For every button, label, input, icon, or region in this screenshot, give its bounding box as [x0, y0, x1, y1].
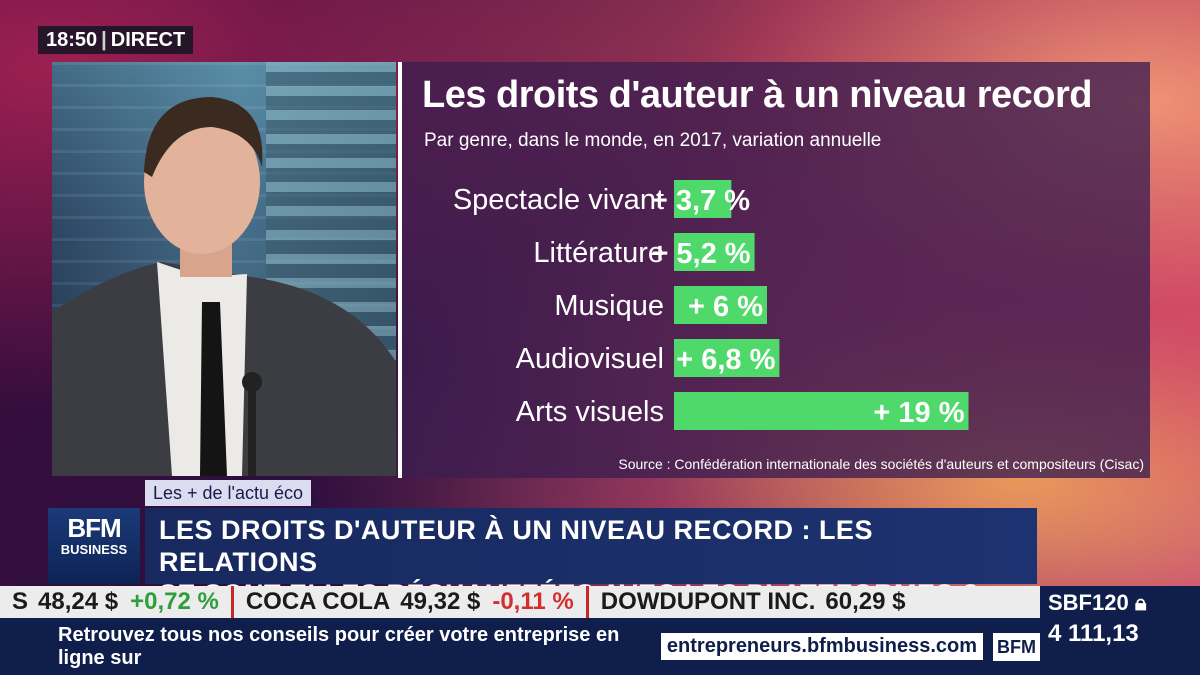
presenter-figure	[52, 97, 396, 476]
ticker-change: -0,11 %	[492, 588, 574, 615]
logo-line2: BUSINESS	[60, 542, 128, 557]
chart-panel: Les droits d'auteur à un niveau record P…	[398, 62, 1150, 478]
ticker-value: 49,32 $	[400, 588, 481, 615]
index-value: 4 111,13	[1048, 620, 1139, 647]
live-clock: 18:50 | DIRECT	[38, 26, 194, 54]
stock-ticker: S 48,24 $ +0,72 % COCA COLA 49,32 $ -0,1…	[0, 586, 1040, 618]
bar	[674, 339, 780, 377]
chart-title: Les droits d'auteur à un niveau record	[422, 74, 1092, 116]
clock-time: 18:50	[46, 29, 98, 51]
lock-icon: 🔒︎	[1134, 590, 1147, 615]
value-label: + 5,2 %	[651, 238, 750, 270]
bottom-text: Retrouvez tous nos conseils pour créer v…	[58, 623, 620, 669]
ticker-item: DOWDUPONT INC. 60,29 $	[589, 586, 930, 618]
ticker-name: DOWDUPONT INC.	[600, 588, 816, 615]
category-label: Musique	[554, 290, 664, 322]
value-label: + 19 %	[873, 397, 964, 429]
value-label: + 3,7 %	[651, 185, 750, 217]
index-box: SBF120 🔒︎ 4 111,13	[1040, 586, 1200, 675]
bar	[674, 392, 969, 430]
ticker-item: S 48,24 $ +0,72 %	[0, 586, 234, 618]
ticker-change: +0,72 %	[130, 588, 219, 615]
category-label: Littérature	[533, 237, 664, 269]
bottom-bar: Retrouvez tous nos conseils pour créer v…	[0, 618, 1040, 675]
bar-chart: Spectacle vivant+ 3,7 % Littérature+ 5,2 …	[453, 180, 969, 430]
ticker-value: 60,29 $	[825, 588, 906, 615]
bar	[674, 233, 755, 271]
category-label: Audiovisuel	[516, 343, 664, 375]
chart-source: Source : Confédération internationale de…	[618, 456, 1144, 472]
index-name: SBF120 🔒︎	[1048, 590, 1192, 616]
ticker-item: COCA COLA 49,32 $ -0,11 %	[234, 586, 589, 618]
ticker-name: S	[12, 588, 29, 615]
ticker-value: 48,24 $	[38, 588, 119, 615]
category-label: Spectacle vivant	[453, 184, 664, 216]
bar	[674, 286, 767, 324]
logo-line1: BFM	[67, 513, 121, 543]
video-panel	[52, 62, 396, 476]
chart-subtitle: Par genre, dans le monde, en 2017, varia…	[424, 130, 882, 151]
clock-separator: |	[101, 29, 107, 51]
website-link[interactable]: entrepreneurs.bfmbusiness.com	[660, 633, 983, 660]
bfm-business-logo: BFM BUSINESS	[48, 508, 140, 584]
section-tag: Les + de l'actu éco	[145, 480, 312, 506]
bfm-small-logo: BFM	[993, 632, 1040, 661]
index-name-text: SBF120	[1048, 590, 1129, 615]
headline-line1: LES DROITS D'AUTEUR À UN NIVEAU RECORD :…	[159, 515, 873, 577]
category-label: Arts visuels	[516, 396, 664, 428]
ticker-name: COCA COLA	[245, 588, 391, 615]
bar	[674, 180, 732, 218]
live-label: DIRECT	[110, 29, 186, 51]
value-label: + 6 %	[688, 291, 763, 323]
headline: LES DROITS D'AUTEUR À UN NIVEAU RECORD :…	[145, 508, 1037, 609]
value-label: + 6,8 %	[676, 344, 775, 376]
